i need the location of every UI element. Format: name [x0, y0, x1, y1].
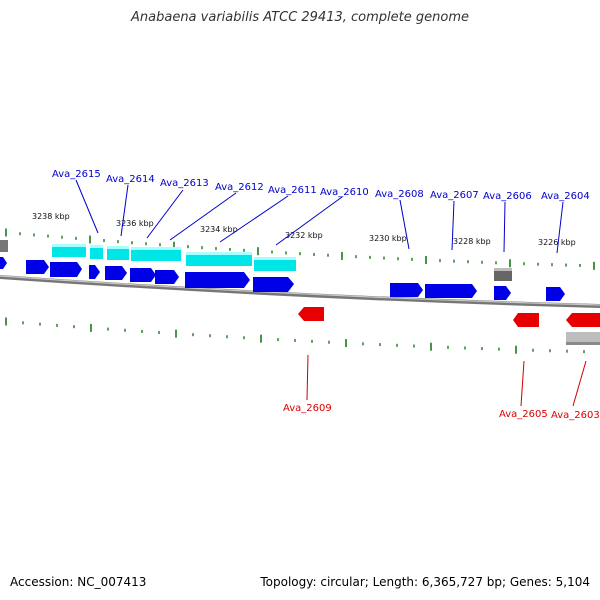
forward-gene[interactable]: [130, 268, 156, 282]
forward-gene[interactable]: [155, 270, 179, 284]
reverse-gene[interactable]: [513, 313, 539, 327]
other-gene[interactable]: [0, 240, 8, 252]
forward-gene[interactable]: [26, 260, 49, 274]
forward-label-leaders: [75, 179, 564, 254]
forward-gene[interactable]: [546, 287, 565, 301]
highlight-gene[interactable]: [131, 247, 181, 261]
forward-gene[interactable]: [390, 283, 423, 297]
gene-label-reverse[interactable]: Ava_2605: [499, 409, 548, 420]
gene-label-forward[interactable]: Ava_2608: [375, 189, 424, 200]
gene-label-reverse[interactable]: Ava_2603: [551, 410, 600, 421]
forward-gene[interactable]: [253, 277, 294, 292]
highlight-gene[interactable]: [52, 244, 86, 257]
gene-label-forward[interactable]: Ava_2613: [160, 178, 209, 189]
forward-gene[interactable]: [425, 284, 477, 298]
highlight-gene[interactable]: [90, 245, 103, 259]
genome-summary: Topology: circular; Length: 6,365,727 bp…: [260, 575, 590, 589]
scale-label: 3230 kbp: [369, 234, 407, 243]
highlight-gene[interactable]: [254, 257, 296, 271]
scale-label: 3234 kbp: [200, 225, 238, 234]
gene-label-forward[interactable]: Ava_2611: [268, 185, 317, 196]
scale-label: 3226 kbp: [538, 238, 576, 247]
gene-label-forward[interactable]: Ava_2614: [106, 174, 155, 185]
other-gene[interactable]: [494, 268, 512, 281]
forward-gene[interactable]: [50, 262, 82, 277]
scale-label: 3232 kbp: [285, 231, 323, 240]
reverse-label-leaders: [306, 354, 587, 407]
highlight-gene[interactable]: [107, 246, 129, 260]
scale-label: 3228 kbp: [453, 237, 491, 246]
forward-gene[interactable]: [494, 286, 511, 300]
gene-label-forward[interactable]: Ava_2612: [215, 182, 264, 193]
reverse-genes: [298, 307, 600, 327]
lower-tick-row: [5, 317, 585, 354]
forward-gene[interactable]: [185, 272, 250, 288]
gene-label-forward[interactable]: Ava_2610: [320, 187, 369, 198]
gene-label-forward[interactable]: Ava_2607: [430, 190, 479, 201]
reverse-gene[interactable]: [566, 313, 600, 327]
upper-tick-row: [5, 228, 595, 270]
scale-label: 3236 kbp: [116, 219, 154, 228]
genome-backbone: [0, 275, 600, 308]
forward-genes: [0, 257, 565, 301]
gene-label-reverse[interactable]: Ava_2609: [283, 403, 332, 414]
gene-label-forward[interactable]: Ava_2615: [52, 169, 101, 180]
gene-label-forward[interactable]: Ava_2606: [483, 191, 532, 202]
reverse-gene[interactable]: [298, 307, 324, 321]
highlight-gene[interactable]: [186, 252, 252, 266]
gene-label-forward[interactable]: Ava_2604: [541, 191, 590, 202]
accession-label: Accession: NC_007413: [10, 575, 147, 589]
scale-label: 3238 kbp: [32, 212, 70, 221]
other-gene[interactable]: [566, 332, 600, 345]
genome-title: Anabaena variabilis ATCC 29413, complete…: [131, 10, 469, 25]
forward-gene[interactable]: [89, 265, 100, 279]
highlight-genes: [52, 244, 296, 271]
forward-gene[interactable]: [105, 266, 127, 280]
forward-gene[interactable]: [0, 257, 7, 269]
